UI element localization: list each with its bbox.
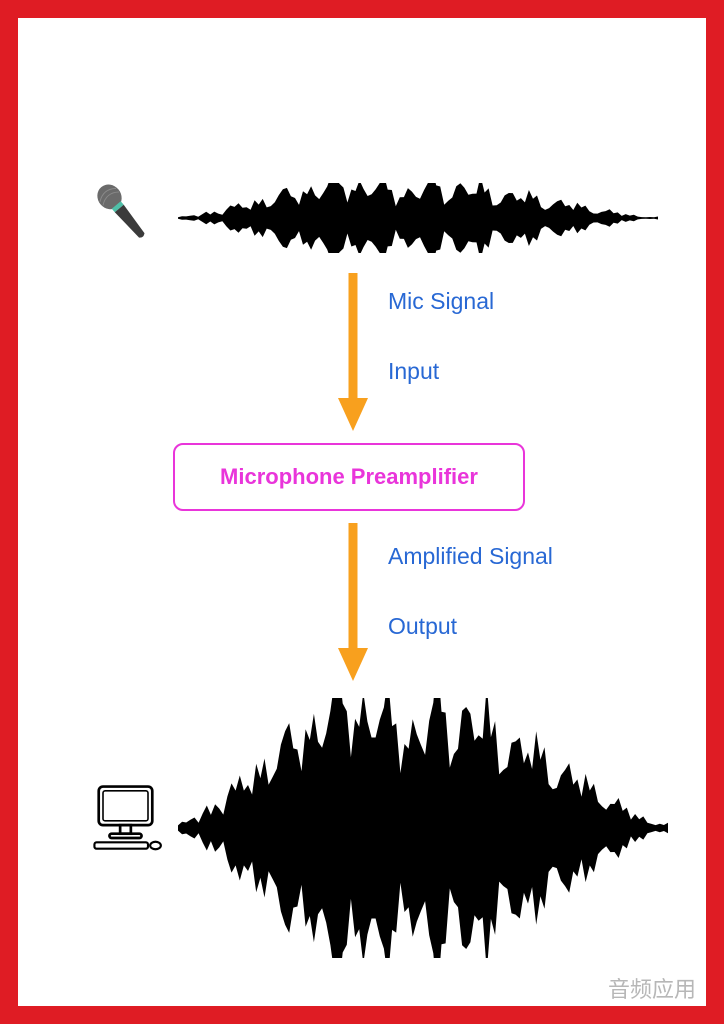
output-waveform (178, 698, 668, 958)
label-amplified-signal: Amplified Signal (388, 543, 553, 570)
label-output: Output (388, 613, 457, 640)
arrow-output (338, 518, 368, 683)
label-input: Input (388, 358, 439, 385)
microphone-icon (74, 164, 173, 263)
watermark-text: 音频应用 (608, 972, 696, 1004)
arrow-input (338, 268, 368, 433)
label-mic-signal: Mic Signal (388, 288, 494, 315)
input-waveform (178, 183, 658, 253)
preamplifier-box: Microphone Preamplifier (173, 443, 525, 511)
preamplifier-label: Microphone Preamplifier (220, 464, 478, 490)
computer-icon (88, 778, 163, 853)
diagram-canvas: Mic Signal Input Microphone Preamplifier… (18, 18, 706, 1006)
